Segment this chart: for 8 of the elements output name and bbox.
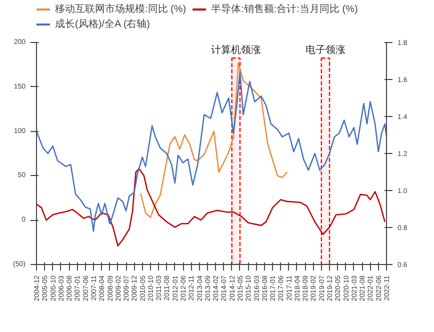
line-series: [140, 62, 288, 218]
legend-label: 移动互联网市场规模:同比 (%): [55, 2, 186, 16]
band-label: 电子领涨: [305, 44, 346, 56]
line-series: [36, 168, 386, 246]
legend-label: 成长(风格)/全A (右轴): [55, 18, 150, 31]
line-series: [36, 71, 386, 232]
legend-label: 半导体:销售额:合计:当月同比 (%): [211, 2, 358, 16]
band-label: 计算机领涨: [210, 44, 261, 56]
